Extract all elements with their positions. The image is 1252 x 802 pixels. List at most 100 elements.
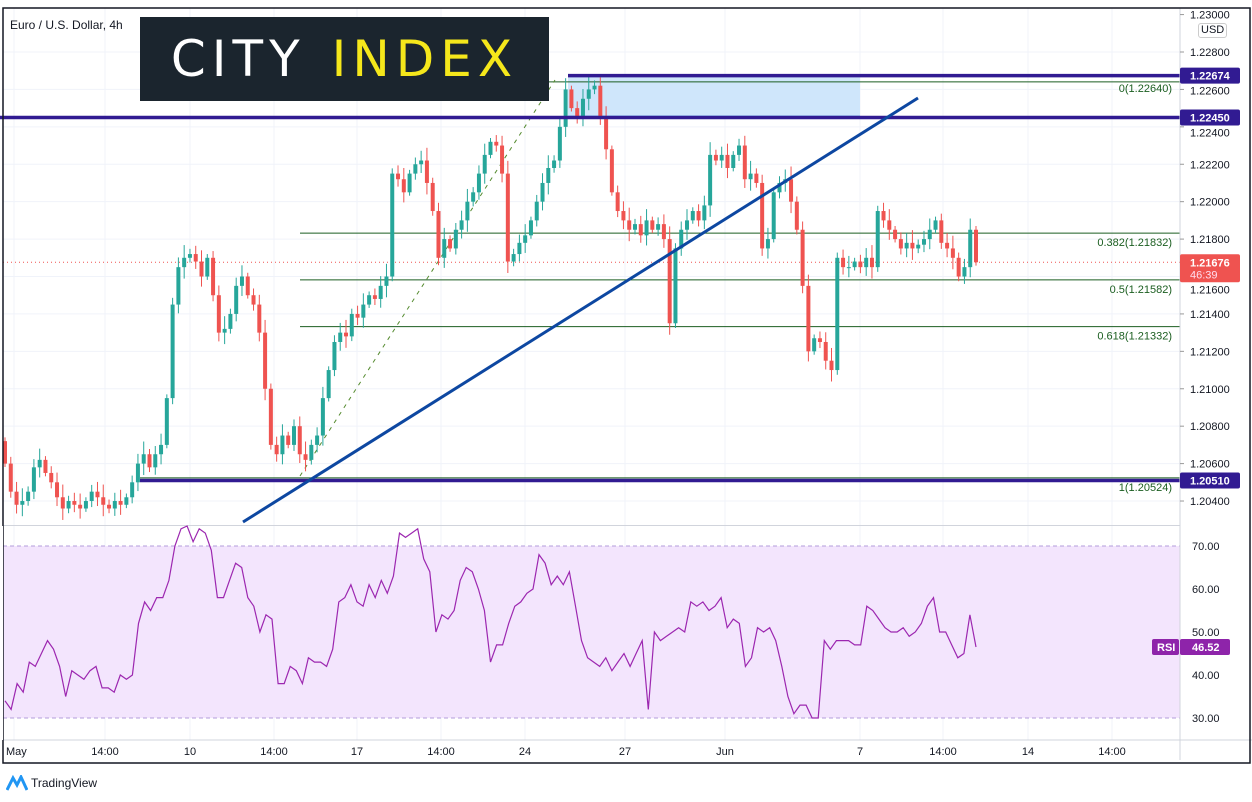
time-tick: 14:00 — [929, 746, 957, 758]
time-tick: 10 — [184, 746, 196, 758]
candle-body — [881, 211, 886, 221]
candle-body — [372, 295, 377, 299]
candle-body — [968, 229, 973, 268]
rsi-tick: 60.00 — [1192, 584, 1220, 596]
candle-body — [459, 220, 464, 230]
candle-body — [690, 211, 695, 221]
time-tick: 14 — [1022, 746, 1034, 758]
candle-body — [580, 98, 585, 118]
candle-body — [315, 435, 320, 445]
tradingview-brand[interactable]: TradingView — [6, 775, 97, 791]
candle-body — [453, 229, 458, 249]
candle-body — [586, 89, 591, 99]
candle-body — [8, 463, 13, 492]
candle-body — [378, 285, 383, 299]
candle-body — [835, 257, 840, 371]
candle-body — [505, 173, 510, 262]
candle-body — [234, 285, 239, 314]
candle-body — [708, 154, 713, 206]
candle-body — [291, 426, 296, 445]
candle-body — [471, 192, 476, 202]
time-tick: 14:00 — [260, 746, 288, 758]
candle-body — [216, 295, 221, 333]
candle-body — [933, 220, 938, 230]
time-tick: 14:00 — [1098, 746, 1126, 758]
time-tick: 7 — [857, 746, 863, 758]
candle-body — [719, 154, 724, 161]
candle-body — [950, 248, 955, 258]
candle-body — [945, 242, 950, 249]
candle-body — [748, 173, 753, 180]
candle-body — [112, 501, 117, 509]
rsi-band — [3, 546, 1180, 718]
candle-body — [592, 85, 597, 90]
candle-body — [789, 179, 794, 202]
candle-body — [263, 332, 268, 389]
candle-body — [667, 239, 672, 324]
candle-body — [78, 504, 83, 509]
candle-body — [494, 141, 499, 146]
candle-body — [852, 261, 857, 268]
candle-body — [650, 220, 655, 230]
candle-body — [731, 154, 736, 168]
fib-label-0.5: 0.5(1.21582) — [1110, 284, 1172, 296]
candle-body — [869, 257, 874, 268]
candle-body — [974, 229, 978, 263]
candle-body — [124, 497, 129, 505]
candle-body — [528, 220, 533, 236]
candle-body — [413, 164, 418, 174]
candle-body — [280, 435, 285, 455]
logo-part-city: CITY — [170, 30, 306, 88]
candle-body — [274, 444, 279, 455]
time-tick: 14:00 — [91, 746, 119, 758]
rsi-tick: 50.00 — [1192, 627, 1220, 639]
candle-body — [297, 426, 302, 455]
candle-body — [875, 211, 880, 268]
candle-body — [627, 220, 632, 230]
candle-body — [55, 482, 60, 498]
rsi-tick: 70.00 — [1192, 541, 1220, 553]
price-tick: 1.22800 — [1190, 47, 1230, 59]
candle-body — [523, 235, 528, 243]
candle-body — [673, 248, 678, 324]
candle-body — [326, 370, 331, 399]
candle-body — [956, 257, 961, 277]
candle-body — [841, 257, 846, 268]
candle-body — [939, 220, 944, 243]
candle-body — [632, 224, 637, 230]
candle-body — [95, 491, 100, 498]
candle-body — [442, 239, 447, 258]
candle-body — [49, 472, 54, 483]
supply-zone — [568, 75, 860, 118]
current-price-value: 1.21676 — [1190, 257, 1230, 269]
candle-body — [309, 444, 314, 460]
candle-body — [135, 463, 140, 483]
candle-body — [685, 220, 690, 230]
price-tick: 1.22400 — [1190, 127, 1230, 139]
candle-body — [476, 173, 481, 193]
candle-body — [245, 276, 250, 296]
rsi-name-tag — [1152, 638, 1179, 655]
candle-body — [540, 182, 545, 202]
candle-body — [823, 341, 828, 361]
candle-body — [575, 108, 580, 118]
candle-body — [257, 304, 262, 333]
candle-body — [390, 173, 395, 277]
candle-body — [904, 242, 909, 249]
trendline — [242, 96, 919, 524]
currency-button[interactable]: USD — [1198, 23, 1228, 38]
candle-body — [14, 491, 19, 505]
candle-body — [858, 261, 863, 268]
tradingview-logo-icon — [6, 775, 28, 791]
candle-body — [211, 257, 216, 296]
candle-body — [552, 160, 557, 168]
candle-body — [83, 501, 88, 509]
level-tag — [1180, 67, 1240, 84]
candle-body — [598, 85, 603, 118]
candle-body — [176, 267, 181, 305]
candle-body — [887, 220, 892, 230]
candle-body — [89, 491, 94, 502]
price-tick: 1.20800 — [1190, 421, 1230, 433]
candle-body — [846, 267, 851, 269]
